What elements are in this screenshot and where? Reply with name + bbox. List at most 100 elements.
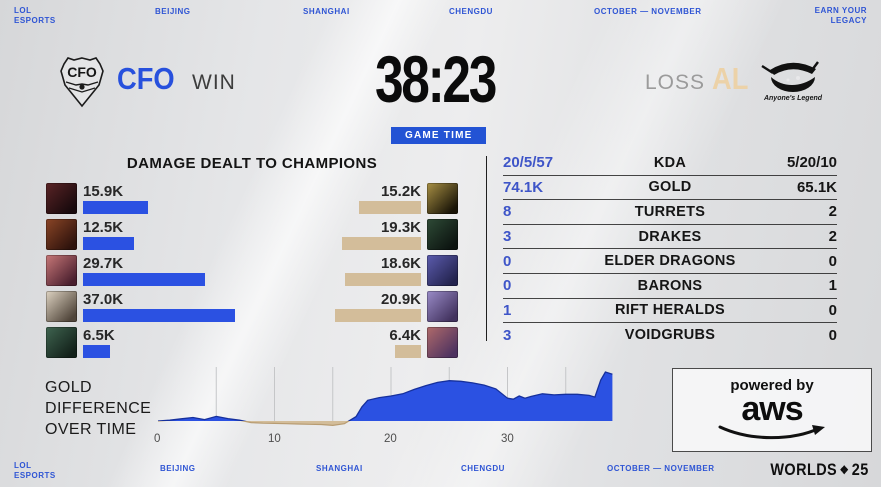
stat-label: ELDER DRAGONS — [604, 253, 736, 270]
stat-right-value: 2 — [828, 203, 837, 221]
worlds-emblem-icon: ❖ — [839, 463, 850, 477]
champion-icon — [427, 291, 458, 322]
champion-icon — [427, 255, 458, 286]
damage-value: 6.4K — [389, 327, 421, 344]
table-row: 3 DRAKES 2 — [503, 225, 837, 250]
topbar-city-shanghai: SHANGHAI — [303, 7, 350, 16]
bottombar-city-chengdu: CHENGDU — [461, 464, 505, 473]
damage-row: 6.5K 6.4K — [46, 327, 458, 363]
stat-left-value: 3 — [503, 228, 512, 246]
damage-bar-right — [394, 345, 421, 358]
stats-table: 20/5/57 KDA 5/20/10 74.1K GOLD 65.1K 8 T… — [503, 151, 837, 348]
bottombar-dates: OCTOBER — NOVEMBER — [607, 464, 715, 473]
damage-row: 15.9K 15.2K — [46, 183, 458, 219]
damage-bar-right — [358, 201, 421, 214]
damage-bar-right — [341, 237, 421, 250]
damage-value: 20.9K — [380, 291, 421, 308]
aws-smile-icon — [718, 425, 825, 440]
gold-diff-title-line1: GOLD — [45, 379, 92, 396]
bottombar-city-beijing: BEIJING — [160, 464, 196, 473]
table-row: 1 RIFT HERALDS 0 — [503, 299, 837, 324]
bottombar-brand-line2: ESPORTS — [14, 471, 56, 480]
topbar-city-chengdu: CHENGDU — [449, 7, 493, 16]
al-team-logo: Anyone's Legend — [761, 61, 823, 102]
gold-area-positive — [158, 372, 613, 421]
stat-left-value: 1 — [503, 301, 512, 319]
table-row: 0 BARONS 1 — [503, 274, 837, 299]
stat-right-value: 2 — [828, 228, 837, 246]
bottombar-brand-line1: LOL — [14, 461, 32, 470]
stat-left-value: 3 — [503, 326, 512, 344]
damage-value: 18.6K — [380, 255, 421, 272]
champion-icon — [46, 219, 77, 250]
stat-label: BARONS — [637, 277, 703, 294]
stat-right-value: 65.1K — [796, 178, 837, 196]
gold-diff-title-line3: OVER TIME — [45, 421, 137, 438]
damage-bar-left — [83, 237, 135, 250]
stat-right-value: 0 — [828, 252, 837, 270]
topbar-brand: LOL ESPORTS — [14, 6, 56, 26]
stat-right-value: 5/20/10 — [786, 154, 837, 172]
damage-bar-left — [83, 309, 235, 322]
aws-sponsor-box: powered by aws — [672, 368, 872, 452]
damage-value: 12.5K — [83, 219, 124, 236]
topbar-tagline: EARN YOUR LEGACY — [815, 6, 867, 26]
gold-line-positive — [157, 371, 613, 421]
bottombar-city-shanghai: SHANGHAI — [316, 464, 363, 473]
damage-bar-left — [83, 201, 149, 214]
topbar-brand-line1: LOL — [14, 6, 32, 15]
left-team-result: WIN — [192, 71, 236, 94]
stat-label: GOLD — [648, 179, 692, 196]
stat-left-value: 8 — [503, 203, 512, 221]
game-timer: 38:23 — [375, 42, 497, 116]
right-team-name: AL — [712, 61, 749, 96]
damage-bar-left — [83, 273, 205, 286]
center-divider — [486, 156, 487, 341]
x-axis-tick: 30 — [501, 433, 514, 445]
stat-right-value: 0 — [828, 326, 837, 344]
game-time-badge: GAME TIME — [391, 127, 487, 144]
damage-chart: 15.9K 15.2K 12.5K 19.3K 29.7K 18.6K 37.0… — [46, 183, 458, 363]
gold-diff-title: GOLD DIFFERENCE OVER TIME — [45, 377, 151, 440]
worlds-25-logo: WORLDS ❖ 25 — [771, 460, 869, 480]
worlds-text: WORLDS — [770, 460, 838, 479]
table-row: 3 VOIDGRUBS 0 — [503, 323, 837, 348]
damage-bar-left — [83, 345, 110, 358]
damage-bar-right — [344, 273, 421, 286]
x-axis-tick: 10 — [268, 433, 281, 445]
topbar-tagline-line1: EARN YOUR — [814, 6, 867, 15]
stat-left-value: 74.1K — [503, 178, 544, 196]
topbar-city-beijing: BEIJING — [155, 7, 191, 16]
champion-icon — [46, 327, 77, 358]
stat-label: KDA — [653, 154, 687, 171]
stat-label: TURRETS — [634, 203, 706, 220]
damage-value: 29.7K — [83, 255, 124, 272]
aws-powered-by-text: powered by — [730, 377, 814, 394]
gold-diff-chart — [157, 367, 613, 427]
stat-label: DRAKES — [638, 228, 702, 245]
table-row: 8 TURRETS 2 — [503, 200, 837, 225]
cfo-team-logo: CFO — [60, 57, 104, 108]
damage-value: 37.0K — [83, 291, 124, 308]
gold-area-negative — [158, 421, 613, 426]
stat-left-value: 20/5/57 — [503, 154, 554, 172]
stat-label: VOIDGRUBS — [624, 327, 716, 344]
x-axis-tick: 0 — [154, 433, 161, 445]
damage-bar-right — [335, 309, 421, 322]
damage-value: 15.2K — [380, 183, 421, 200]
damage-row: 29.7K 18.6K — [46, 255, 458, 291]
left-team-name: CFO — [117, 61, 175, 96]
gold-diff-title-line2: DIFFERENCE — [45, 400, 152, 417]
stat-left-value: 0 — [503, 252, 512, 270]
table-row: 20/5/57 KDA 5/20/10 — [503, 151, 837, 176]
right-team-result: LOSS — [645, 71, 706, 94]
table-row: 0 ELDER DRAGONS 0 — [503, 249, 837, 274]
champion-icon — [46, 183, 77, 214]
champion-icon — [427, 327, 458, 358]
bottombar-brand: LOL ESPORTS — [14, 461, 56, 481]
topbar-tagline-line2: LEGACY — [830, 16, 867, 25]
damage-value: 6.5K — [83, 327, 115, 344]
aws-logo-text: aws — [741, 390, 803, 428]
al-logo-text: Anyone's Legend — [763, 95, 823, 102]
damage-value: 15.9K — [83, 183, 124, 200]
